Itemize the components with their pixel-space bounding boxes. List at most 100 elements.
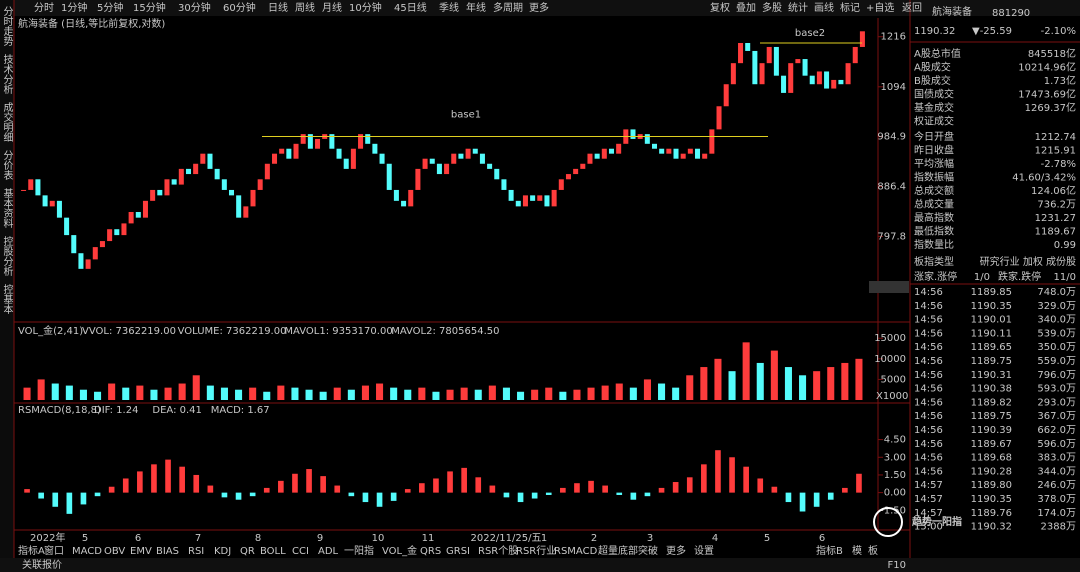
macd-bar: [108, 486, 115, 493]
toolbar-tab[interactable]: 分时: [34, 2, 54, 14]
stat-value: 1231.27: [1035, 213, 1076, 224]
side-tab[interactable]: 分价表: [1, 150, 13, 181]
side-tab[interactable]: 成交明细: [1, 102, 13, 142]
candle: [207, 153, 213, 169]
toolbar-button[interactable]: 画线: [814, 1, 834, 14]
indicator-tab[interactable]: 模: [852, 545, 862, 557]
side-tab[interactable]: 技术分析: [1, 53, 13, 95]
watermark-icon: [873, 507, 903, 537]
indicator-tab[interactable]: ADL: [318, 546, 339, 557]
indicator-tab[interactable]: CCI: [292, 546, 309, 557]
tick-time: 14:57: [914, 494, 943, 505]
side-tab[interactable]: 控基本: [1, 283, 13, 315]
indicator-tab[interactable]: 一阳指: [344, 544, 374, 557]
indicator-tab[interactable]: 超量底部突破: [598, 544, 658, 557]
tick-volume: 593.0万: [1037, 384, 1076, 395]
candle: [99, 241, 105, 248]
toolbar-tab[interactable]: 30分钟: [178, 1, 211, 14]
candle: [236, 195, 242, 218]
toolbar-tab[interactable]: 更多: [529, 1, 549, 14]
toolbar-button[interactable]: +自选: [866, 1, 894, 14]
indicator-tab[interactable]: QRS: [420, 546, 441, 557]
tick-volume: 350.0万: [1037, 342, 1076, 353]
side-tab[interactable]: 分时走势: [1, 6, 13, 47]
toolbar-button[interactable]: 统计: [788, 1, 808, 14]
candle: [422, 158, 428, 169]
toolbar-tab[interactable]: 1分钟: [61, 1, 87, 14]
toolbar-tab[interactable]: 15分钟: [133, 1, 166, 14]
annotation: base1: [451, 110, 481, 121]
indicator-tab[interactable]: BOLL: [260, 546, 286, 557]
volume-bar: [756, 362, 764, 400]
macd-bar: [433, 478, 439, 493]
volume-bar: [249, 387, 257, 400]
volume-bar: [629, 387, 637, 400]
volume-bar: [474, 389, 482, 400]
indicator-tab[interactable]: RSMACD: [554, 546, 598, 557]
toolbar-button[interactable]: 复权: [710, 1, 730, 14]
macd-bar: [390, 492, 397, 501]
stat-value: 0.99: [1054, 240, 1076, 251]
volume-bar: [347, 389, 355, 400]
toolbar-tab[interactable]: 10分钟: [349, 1, 382, 14]
y-tick-label: 1.50: [884, 470, 906, 481]
tick-time: 14:56: [914, 466, 943, 477]
status-text[interactable]: F10: [888, 560, 906, 571]
indicator-tab[interactable]: RSR个股: [478, 545, 518, 557]
indicator-tab[interactable]: RSR行业: [516, 544, 556, 557]
candle: [157, 189, 163, 196]
indicator-tab[interactable]: QR: [240, 546, 255, 557]
indicator-tab[interactable]: VOL_金: [382, 544, 417, 557]
side-tab[interactable]: 控股分析: [1, 235, 13, 277]
stat-label: 指数振幅: [914, 171, 954, 184]
toolbar-button[interactable]: 标记: [840, 2, 860, 14]
indicator-tab[interactable]: KDJ: [214, 546, 231, 557]
indicator-tab[interactable]: 窗口: [44, 544, 64, 557]
toolbar-button[interactable]: 返回: [902, 2, 922, 14]
y-tick-label: 4.50: [884, 435, 906, 446]
macd-bar: [52, 492, 59, 507]
tick-price: 1190.32: [971, 522, 1012, 533]
volume-bar: [164, 387, 172, 400]
indicator-tab[interactable]: GRSI: [446, 546, 470, 557]
indicator-tab[interactable]: 指标A: [18, 544, 45, 557]
indicator-tab[interactable]: 板: [868, 544, 878, 557]
toolbar-tab[interactable]: 月线: [322, 1, 342, 14]
toolbar-tab[interactable]: 季线: [439, 1, 459, 14]
toolbar-tab[interactable]: 周线: [295, 1, 315, 14]
toolbar-tab[interactable]: 45日线: [394, 1, 427, 14]
indicator-tab[interactable]: OBV: [104, 546, 125, 557]
candle: [809, 75, 815, 85]
tick-volume: 340.0万: [1037, 315, 1076, 326]
toolbar-tab[interactable]: 日线: [268, 1, 288, 14]
macd-bar: [644, 492, 651, 497]
candle: [264, 163, 270, 180]
stat-label: 最高指数: [914, 211, 954, 224]
toolbar-tab[interactable]: 多周期: [493, 1, 523, 14]
toolbar-tab[interactable]: 5分钟: [97, 1, 123, 14]
y-tick-label: 5000: [881, 374, 906, 385]
indicator-tab[interactable]: 指标B: [816, 544, 843, 557]
stat-label: 板指类型: [914, 255, 954, 268]
candle: [436, 163, 442, 175]
indicator-tab[interactable]: MACD: [72, 546, 102, 557]
toolbar-tab[interactable]: 年线: [466, 1, 486, 14]
indicator-tab[interactable]: BIAS: [156, 546, 179, 557]
candle: [773, 46, 779, 76]
toolbar-button[interactable]: 多股: [762, 1, 782, 14]
volume-bar: [517, 391, 525, 400]
toolbar-button[interactable]: 叠加: [736, 2, 756, 14]
tick-time: 14:56: [914, 370, 943, 381]
volume-bar: [531, 389, 539, 400]
tick-time: 14:56: [914, 342, 943, 353]
indicator-tab[interactable]: RSI: [188, 546, 204, 557]
macd-bar: [94, 492, 101, 497]
indicator-tab[interactable]: 设置: [694, 545, 714, 557]
tick-price: 1190.28: [971, 466, 1012, 477]
indicator-tab[interactable]: EMV: [130, 546, 152, 557]
volume-bar: [319, 391, 327, 400]
side-tab[interactable]: 基本资料: [1, 187, 13, 229]
toolbar-tab[interactable]: 60分钟: [223, 1, 256, 14]
indicator-tab[interactable]: 更多: [666, 544, 686, 557]
stat-value: 10214.96亿: [1018, 61, 1076, 74]
